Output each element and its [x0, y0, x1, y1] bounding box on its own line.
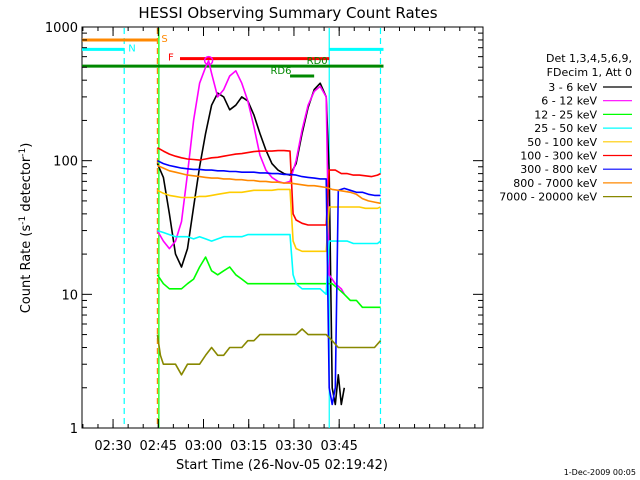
legend-entry-label: 300 - 800 keV — [520, 163, 597, 176]
y-axis-label-main: Count Rate (s — [19, 225, 34, 314]
legend-entry-label: 3 - 6 keV — [548, 81, 597, 94]
series-line — [157, 229, 381, 296]
legend-entry-label: 50 - 100 keV — [527, 136, 597, 149]
series-line — [156, 59, 346, 295]
legend: Det 1,3,4,5,6,9, FDecim 1, Att 0 3 - 6 k… — [499, 52, 632, 204]
legend-entry-label: 800 - 7000 keV — [513, 177, 597, 190]
legend-header-line-2: FDecim 1, Att 0 — [547, 66, 632, 79]
series-line — [156, 328, 382, 376]
flag-bar-label: RD0 — [307, 56, 328, 67]
vertical-lines-layer — [123, 28, 382, 428]
x-axis-label: Start Time (26-Nov-05 02:19:42) — [176, 458, 388, 473]
flag-bar-label: RD6 — [270, 66, 291, 77]
legend-entry-label: 7000 - 20000 keV — [499, 191, 597, 204]
y-tick-label: 1000 — [45, 21, 78, 36]
series-line — [157, 159, 381, 406]
plot-area: S N F RD0 RD6 — [81, 26, 484, 429]
x-axis: 02:30 02:45 03:00 03:15 03:30 03:45 — [82, 27, 476, 454]
y-tick-label: 100 — [53, 155, 78, 170]
x-tick-label: 02:30 — [94, 439, 131, 454]
flag-bar-label: N — [128, 43, 135, 54]
legend-entry-label: 25 - 50 keV — [534, 122, 597, 135]
legend-entry-label: 100 - 300 keV — [520, 150, 597, 163]
series-line — [156, 256, 381, 309]
plot-frame — [81, 26, 484, 429]
annotation-circle-marker — [203, 55, 214, 66]
x-tick-label: 03:00 — [185, 439, 222, 454]
y-tick-label: 10 — [61, 288, 78, 303]
y-axis-label-mid: detector — [19, 156, 34, 216]
series-layer — [156, 59, 382, 406]
footer-timestamp: 1-Dec-2009 00:05 — [564, 468, 636, 477]
flag-bar-label: S — [161, 34, 167, 45]
y-axis-label-end: ) — [19, 143, 34, 148]
y-tick-label: 1 — [70, 422, 78, 437]
y-axis: 1 10 100 1000 — [45, 21, 483, 437]
flag-bar-label: F — [168, 53, 174, 64]
series-line — [157, 164, 381, 205]
series-line — [157, 147, 381, 226]
legend-entry-label: 6 - 12 keV — [541, 95, 597, 108]
x-tick-label: 02:45 — [140, 439, 177, 454]
series-line — [157, 188, 381, 253]
y-axis-label-sup2: -1 — [18, 148, 28, 157]
y-axis-label-sup1: -1 — [18, 216, 28, 225]
x-tick-label: 03:45 — [320, 439, 357, 454]
series-line — [156, 82, 346, 406]
legend-header-line-1: Det 1,3,4,5,6,9, — [546, 52, 632, 65]
legend-entry-label: 12 - 25 keV — [534, 108, 597, 121]
chart-title: HESSI Observing Summary Count Rates — [138, 4, 437, 22]
x-tick-label: 03:15 — [230, 439, 267, 454]
x-tick-label: 03:30 — [275, 439, 312, 454]
annotation-layer — [203, 55, 214, 66]
y-axis-label: Count Rate (s-1 detector-1) — [18, 143, 34, 314]
flag-bars-layer: S N F RD0 RD6 — [82, 34, 384, 78]
